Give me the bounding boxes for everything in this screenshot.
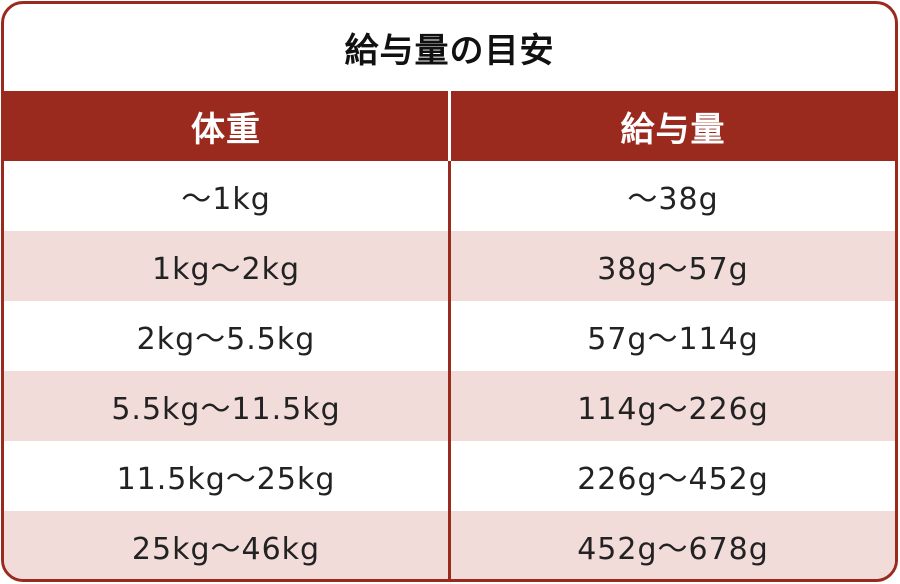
table-row: 2kg～5.5kg 57g～114g — [4, 301, 895, 371]
table-title: 給与量の目安 — [344, 31, 555, 71]
header-weight: 体重 — [4, 91, 451, 161]
cell-weight: 1kg～2kg — [4, 231, 451, 301]
cell-amount: ～38g — [627, 182, 719, 217]
table-header: 体重 給与量 — [4, 91, 895, 161]
cell-weight: 25kg～46kg — [4, 511, 451, 579]
cell-amount: 452g～678g — [577, 532, 769, 567]
cell-weight: ～1kg — [4, 161, 451, 231]
cell-weight: 2kg～5.5kg — [4, 301, 451, 371]
table-row: 11.5kg～25kg 226g～452g — [4, 441, 895, 511]
cell-amount: 57g～114g — [587, 322, 759, 357]
table-row: 25kg～46kg 452g～678g — [4, 511, 895, 579]
cell-weight: 11.5kg～25kg — [4, 441, 451, 511]
cell-amount: 114g～226g — [577, 392, 769, 427]
cell-amount: 226g～452g — [577, 462, 769, 497]
table-row: 5.5kg～11.5kg 114g～226g — [4, 371, 895, 441]
table-row: 1kg～2kg 38g～57g — [4, 231, 895, 301]
cell-amount: 38g～57g — [597, 252, 749, 287]
cell-weight: 5.5kg～11.5kg — [4, 371, 451, 441]
table-row: ～1kg ～38g — [4, 161, 895, 231]
header-amount: 給与量 — [620, 109, 726, 150]
